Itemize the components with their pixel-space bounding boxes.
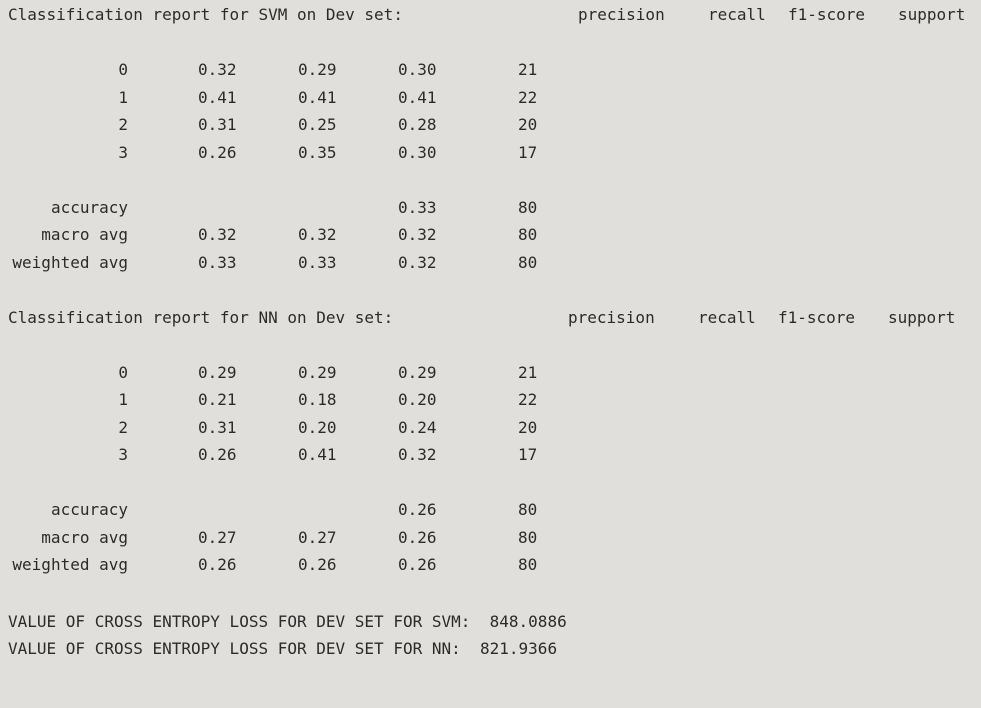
svm-macro-precision: 0.32 bbox=[198, 225, 237, 244]
nn-accuracy-support: 80 bbox=[518, 500, 538, 519]
nn-weighted-f1: 0.26 bbox=[398, 555, 437, 574]
nn-row-support: 22 bbox=[518, 390, 538, 409]
console-output: Classification report for SVM on Dev set… bbox=[8, 0, 981, 660]
svm-loss-line: VALUE OF CROSS ENTROPY LOSS FOR DEV SET … bbox=[8, 612, 567, 631]
svm-macro-support: 80 bbox=[518, 225, 538, 244]
svm-weighted-label: weighted avg bbox=[12, 253, 128, 272]
nn-macro-recall: 0.27 bbox=[298, 528, 337, 547]
nn-header-f1-score: f1-score bbox=[778, 308, 856, 327]
svm-row-recall: 0.25 bbox=[298, 115, 337, 134]
svm-row-support: 17 bbox=[518, 143, 538, 162]
nn-row-f1: 0.32 bbox=[398, 445, 437, 464]
table-row: 3 0.26 0.35 0.30 17 bbox=[8, 142, 548, 164]
nn-row-precision: 0.31 bbox=[198, 418, 237, 437]
nn-row-support: 17 bbox=[518, 445, 538, 464]
nn-header-support: support bbox=[888, 308, 956, 327]
svm-row-precision: 0.41 bbox=[198, 88, 237, 107]
svm-accuracy-support: 80 bbox=[518, 198, 538, 217]
nn-row-support: 21 bbox=[518, 363, 538, 382]
table-row: 2 0.31 0.20 0.24 20 bbox=[8, 417, 548, 439]
svm-row-label: 0 bbox=[118, 60, 128, 79]
nn-weighted-label: weighted avg bbox=[12, 555, 128, 574]
svm-macro-avg-row: macro avg 0.32 0.32 0.32 80 bbox=[8, 224, 548, 246]
svm-row-recall: 0.41 bbox=[298, 88, 337, 107]
svm-report-title: Classification report for SVM on Dev set… bbox=[8, 5, 403, 24]
svm-row-recall: 0.35 bbox=[298, 143, 337, 162]
table-row: 2 0.31 0.25 0.28 20 bbox=[8, 114, 548, 136]
nn-row-label: 3 bbox=[118, 445, 128, 464]
svm-row-support: 21 bbox=[518, 60, 538, 79]
svm-header-support: support bbox=[898, 5, 966, 24]
nn-accuracy-label: accuracy bbox=[50, 500, 128, 519]
nn-header-recall: recall bbox=[698, 308, 756, 327]
nn-row-f1: 0.24 bbox=[398, 418, 437, 437]
svm-weighted-avg-row: weighted avg 0.33 0.33 0.32 80 bbox=[8, 252, 548, 274]
svm-accuracy-row: accuracy 0.33 80 bbox=[8, 197, 548, 219]
nn-row-precision: 0.26 bbox=[198, 445, 237, 464]
nn-weighted-recall: 0.26 bbox=[298, 555, 337, 574]
svm-weighted-precision: 0.33 bbox=[198, 253, 237, 272]
svm-row-precision: 0.31 bbox=[198, 115, 237, 134]
nn-row-f1: 0.29 bbox=[398, 363, 437, 382]
svm-accuracy-f1: 0.33 bbox=[398, 198, 437, 217]
svm-weighted-support: 80 bbox=[518, 253, 538, 272]
svm-row-f1: 0.41 bbox=[398, 88, 437, 107]
svm-row-f1: 0.30 bbox=[398, 143, 437, 162]
svm-macro-f1: 0.32 bbox=[398, 225, 437, 244]
svm-macro-label: macro avg bbox=[41, 225, 128, 244]
svm-row-support: 20 bbox=[518, 115, 538, 134]
table-row: 1 0.21 0.18 0.20 22 bbox=[8, 389, 548, 411]
nn-accuracy-f1: 0.26 bbox=[398, 500, 437, 519]
svm-row-precision: 0.32 bbox=[198, 60, 237, 79]
nn-weighted-support: 80 bbox=[518, 555, 538, 574]
nn-row-precision: 0.21 bbox=[198, 390, 237, 409]
svm-report-header-line: Classification report for SVM on Dev set… bbox=[8, 4, 973, 26]
svm-row-support: 22 bbox=[518, 88, 538, 107]
svm-accuracy-label: accuracy bbox=[50, 198, 128, 217]
svm-header-f1-score: f1-score bbox=[788, 5, 866, 24]
nn-macro-f1: 0.26 bbox=[398, 528, 437, 547]
nn-loss-line: VALUE OF CROSS ENTROPY LOSS FOR DEV SET … bbox=[8, 639, 558, 658]
svm-row-recall: 0.29 bbox=[298, 60, 337, 79]
nn-weighted-precision: 0.26 bbox=[198, 555, 237, 574]
nn-row-f1: 0.20 bbox=[398, 390, 437, 409]
nn-row-recall: 0.41 bbox=[298, 445, 337, 464]
svm-row-f1: 0.28 bbox=[398, 115, 437, 134]
nn-row-label: 2 bbox=[118, 418, 128, 437]
svm-row-label: 2 bbox=[118, 115, 128, 134]
table-row: 0 0.29 0.29 0.29 21 bbox=[8, 362, 548, 384]
nn-macro-avg-row: macro avg 0.27 0.27 0.26 80 bbox=[8, 527, 548, 549]
nn-macro-label: macro avg bbox=[41, 528, 128, 547]
svm-header-precision: precision bbox=[578, 5, 665, 24]
nn-weighted-avg-row: weighted avg 0.26 0.26 0.26 80 bbox=[8, 554, 548, 576]
nn-row-recall: 0.29 bbox=[298, 363, 337, 382]
nn-report-title: Classification report for NN on Dev set: bbox=[8, 308, 394, 327]
svm-macro-recall: 0.32 bbox=[298, 225, 337, 244]
svm-row-f1: 0.30 bbox=[398, 60, 437, 79]
svm-header-recall: recall bbox=[708, 5, 766, 24]
nn-macro-precision: 0.27 bbox=[198, 528, 237, 547]
table-row: 0 0.32 0.29 0.30 21 bbox=[8, 59, 548, 81]
nn-row-support: 20 bbox=[518, 418, 538, 437]
nn-row-label: 0 bbox=[118, 363, 128, 382]
svm-row-label: 3 bbox=[118, 143, 128, 162]
nn-accuracy-row: accuracy 0.26 80 bbox=[8, 499, 548, 521]
nn-row-precision: 0.29 bbox=[198, 363, 237, 382]
svm-weighted-f1: 0.32 bbox=[398, 253, 437, 272]
nn-report-header-line: Classification report for NN on Dev set:… bbox=[8, 307, 963, 329]
svm-weighted-recall: 0.33 bbox=[298, 253, 337, 272]
nn-row-recall: 0.20 bbox=[298, 418, 337, 437]
nn-macro-support: 80 bbox=[518, 528, 538, 547]
nn-row-label: 1 bbox=[118, 390, 128, 409]
svm-row-label: 1 bbox=[118, 88, 128, 107]
nn-row-recall: 0.18 bbox=[298, 390, 337, 409]
table-row: 3 0.26 0.41 0.32 17 bbox=[8, 444, 548, 466]
table-row: 1 0.41 0.41 0.41 22 bbox=[8, 87, 548, 109]
svm-row-precision: 0.26 bbox=[198, 143, 237, 162]
nn-header-precision: precision bbox=[568, 308, 655, 327]
